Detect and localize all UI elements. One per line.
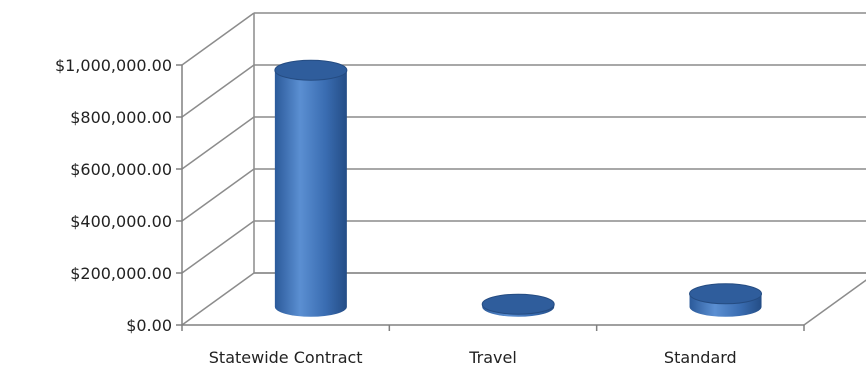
bar [274, 59, 348, 317]
gridline-side [181, 12, 255, 66]
y-tick-label: $600,000.00 [70, 160, 172, 179]
gridline-side [181, 116, 255, 170]
x-axis-ticks: Statewide Contract Travel Standard [181, 325, 805, 367]
gridline-side [181, 168, 255, 222]
x-category-label: Travel [468, 348, 517, 367]
bars [274, 59, 763, 317]
floor-right-edge [803, 279, 866, 326]
x-category-label: Statewide Contract [209, 348, 363, 367]
y-axis-ticks: $0.00 $200,000.00 $400,000.00 $600,000.00 $8… [55, 56, 182, 335]
bar-body [274, 70, 347, 317]
y-tick-label: $200,000.00 [70, 264, 172, 283]
gridline-side [181, 64, 255, 118]
x-category-label: Standard [664, 348, 737, 367]
y-tick-label: $400,000.00 [70, 212, 172, 231]
y-tick-label: $0.00 [126, 316, 172, 335]
bar-top [274, 59, 348, 81]
bar [689, 283, 763, 317]
bar-top [481, 293, 555, 315]
y-tick-label: $800,000.00 [70, 108, 172, 127]
bar [481, 293, 555, 317]
gridlines [181, 12, 866, 326]
bar-top [689, 283, 763, 305]
gridline-side [181, 220, 255, 274]
gridline-side [181, 272, 255, 326]
axes [181, 65, 804, 326]
y-tick-label: $1,000,000.00 [55, 56, 172, 75]
